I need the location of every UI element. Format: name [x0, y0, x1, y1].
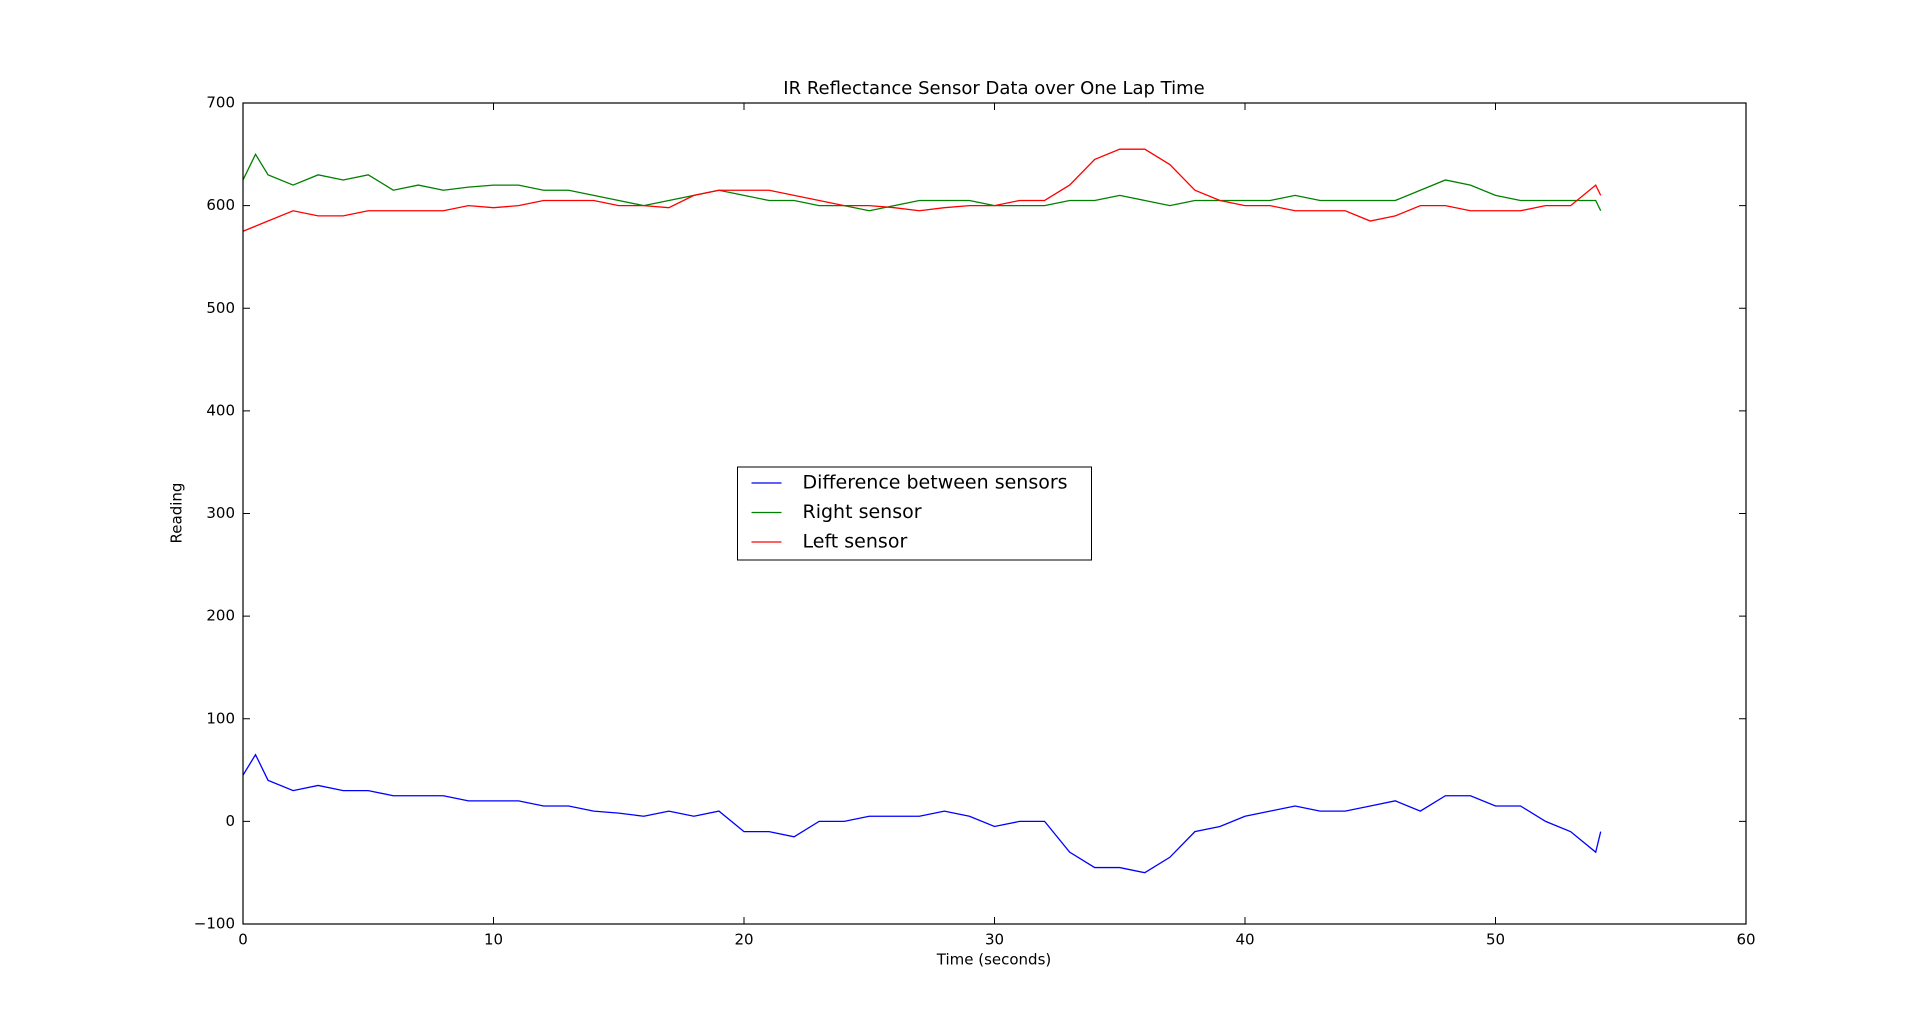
- y-tick-label: 400: [206, 401, 235, 419]
- plot-frame: [242, 102, 1747, 925]
- data-line: [242, 148, 1602, 232]
- y-tick-label: −100: [194, 915, 235, 933]
- legend-box: [737, 466, 1092, 561]
- x-tick-label: 40: [1235, 931, 1254, 949]
- data-line: [242, 753, 1602, 874]
- data-line: [242, 152, 1602, 212]
- legend-label: Difference between sensors: [803, 472, 1068, 494]
- x-tick-label: 50: [1486, 931, 1505, 949]
- y-tick-label: 600: [206, 196, 235, 214]
- legend: Difference between sensors Right sensor Le…: [737, 466, 1092, 561]
- chart-title: IR Reflectance Sensor Data over One Lap …: [783, 78, 1204, 99]
- x-axis-label: Time (seconds): [936, 951, 1052, 969]
- y-tick-label: 700: [206, 94, 235, 112]
- y-tick-label: 200: [206, 607, 235, 625]
- y-axis-label: Reading: [168, 483, 186, 544]
- y-tick-label: 100: [206, 709, 235, 727]
- legend-label: Left sensor: [803, 531, 908, 553]
- legend-label: Right sensor: [803, 501, 922, 523]
- x-tick-label: 10: [484, 931, 503, 949]
- y-tick-label: 0: [225, 812, 235, 830]
- x-tick-label: 20: [734, 931, 753, 949]
- x-tick-label: 30: [985, 931, 1004, 949]
- x-tick-label: 0: [238, 931, 248, 949]
- y-tick-label: 500: [206, 299, 235, 317]
- y-tick-label: 300: [206, 504, 235, 522]
- x-tick-label: 60: [1736, 931, 1755, 949]
